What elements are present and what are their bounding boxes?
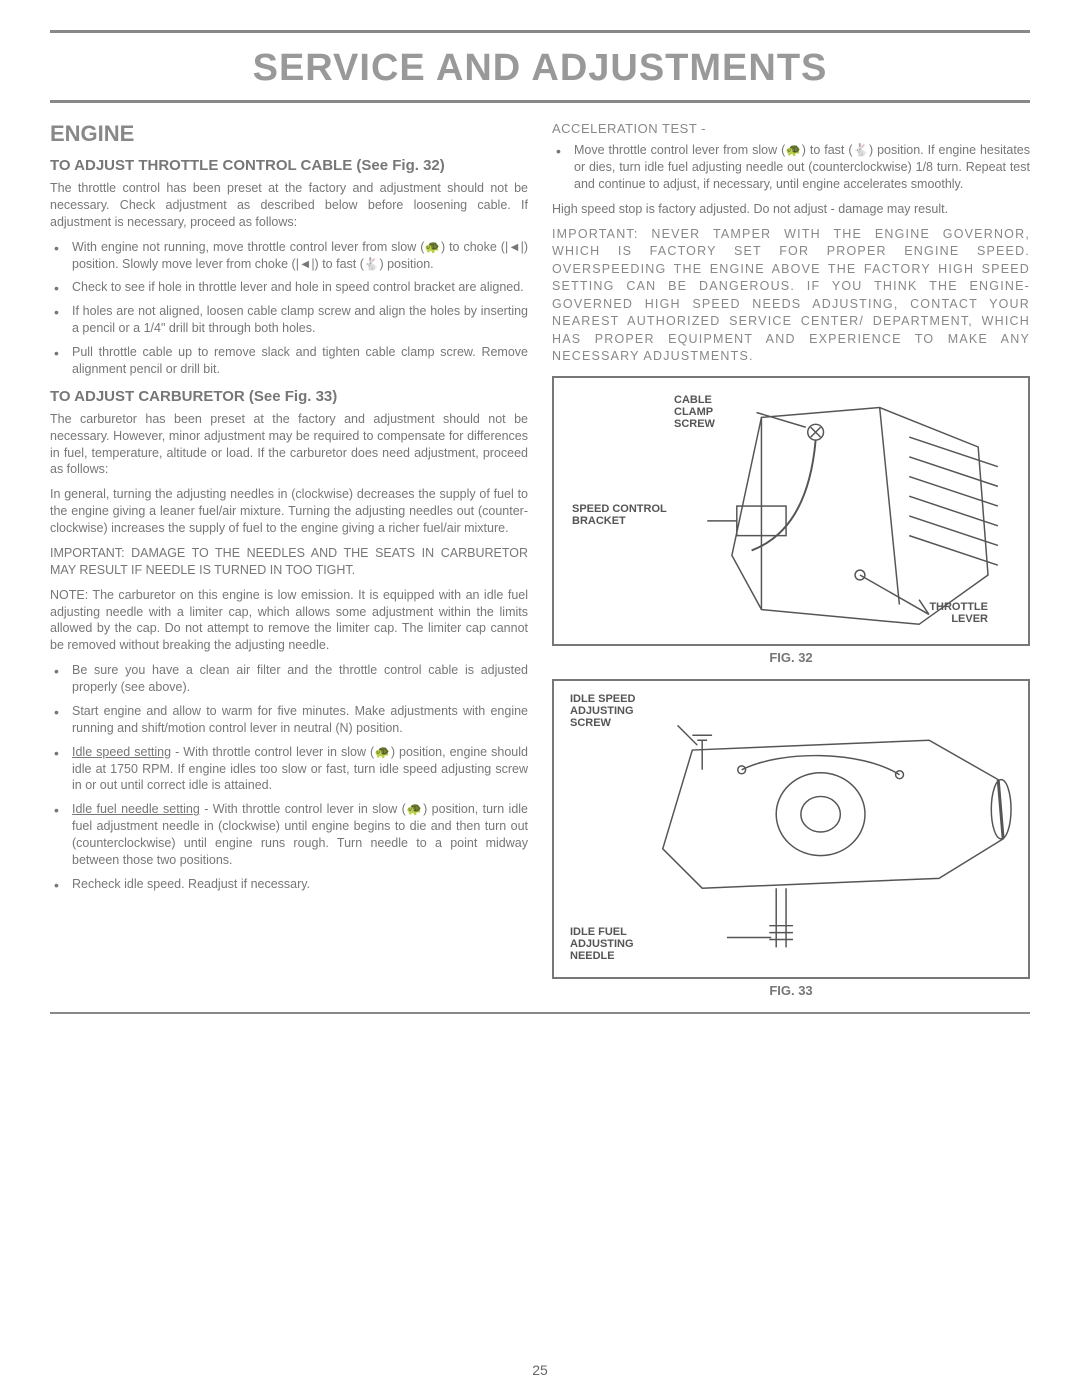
- throttle-steps: With engine not running, move throttle c…: [50, 239, 528, 378]
- label-speed-control: SPEED CONTROL BRACKET: [572, 503, 667, 527]
- list-item: If holes are not aligned, loosen cable c…: [50, 303, 528, 337]
- list-item: Idle fuel needle setting - With throttle…: [50, 801, 528, 869]
- page-number: 25: [532, 1362, 548, 1378]
- list-item: Start engine and allow to warm for five …: [50, 703, 528, 737]
- list-item: Be sure you have a clean air filter and …: [50, 662, 528, 696]
- two-column-layout: ENGINE TO ADJUST THROTTLE CONTROL CABLE …: [50, 121, 1030, 1012]
- high-speed-text: High speed stop is factory adjusted. Do …: [552, 201, 1030, 218]
- carb-note: NOTE: The carburetor on this engine is l…: [50, 587, 528, 655]
- idle-fuel-label: Idle fuel needle setting: [72, 802, 200, 816]
- engine-heading: ENGINE: [50, 121, 528, 147]
- label-throttle-lever: THROTTLE LEVER: [929, 601, 988, 625]
- acceleration-heading: ACCELERATION TEST -: [552, 121, 1030, 136]
- list-item: Move throttle control lever from slow (🐢…: [552, 142, 1030, 193]
- important-governor-block: IMPORTANT: NEVER TAMPER WITH THE ENGINE …: [552, 226, 1030, 366]
- list-item: Idle speed setting - With throttle contr…: [50, 744, 528, 795]
- idle-speed-label: Idle speed setting: [72, 745, 171, 759]
- figure-32: CABLE CLAMP SCREW SPEED CONTROL BRACKET …: [552, 376, 1030, 646]
- list-item: With engine not running, move throttle c…: [50, 239, 528, 273]
- left-column: ENGINE TO ADJUST THROTTLE CONTROL CABLE …: [50, 121, 528, 1012]
- label-idle-fuel: IDLE FUEL ADJUSTING NEEDLE: [570, 926, 634, 962]
- carburetor-heading: TO ADJUST CARBURETOR (See Fig. 33): [50, 388, 528, 405]
- label-idle-speed: IDLE SPEED ADJUSTING SCREW: [570, 693, 635, 729]
- throttle-heading: TO ADJUST THROTTLE CONTROL CABLE (See Fi…: [50, 157, 528, 174]
- list-item: Check to see if hole in throttle lever a…: [50, 279, 528, 296]
- list-item: Recheck idle speed. Readjust if necessar…: [50, 876, 528, 893]
- carb-important: IMPORTANT: DAMAGE TO THE NEEDLES AND THE…: [50, 545, 528, 579]
- manual-page: SERVICE AND ADJUSTMENTS ENGINE TO ADJUST…: [50, 30, 1030, 1014]
- accel-steps: Move throttle control lever from slow (🐢…: [552, 142, 1030, 193]
- list-item: Pull throttle cable up to remove slack a…: [50, 344, 528, 378]
- fig33-caption: FIG. 33: [552, 983, 1030, 998]
- carb-paragraph-2: In general, turning the adjusting needle…: [50, 486, 528, 537]
- carb-paragraph-1: The carburetor has been preset at the fa…: [50, 411, 528, 479]
- page-title: SERVICE AND ADJUSTMENTS: [50, 41, 1030, 103]
- carb-steps: Be sure you have a clean air filter and …: [50, 662, 528, 893]
- label-cable-clamp: CABLE CLAMP SCREW: [674, 394, 715, 430]
- fig32-caption: FIG. 32: [552, 650, 1030, 665]
- right-column: ACCELERATION TEST - Move throttle contro…: [552, 121, 1030, 1012]
- figure-33: IDLE SPEED ADJUSTING SCREW IDLE FUEL ADJ…: [552, 679, 1030, 979]
- throttle-intro: The throttle control has been preset at …: [50, 180, 528, 231]
